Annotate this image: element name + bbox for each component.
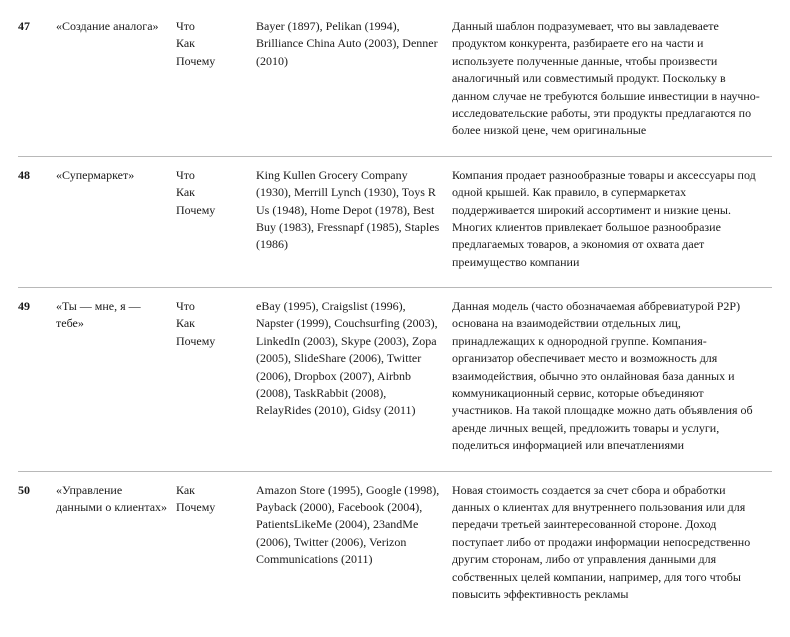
table-row: 49«Ты — мне, я — тебе»ЧтоКакПочемуeBay (… [18,288,772,472]
dimension-label: Почему [176,202,248,219]
description-cell: Данный шаблон подразумевает, что вы завл… [452,8,772,156]
row-number: 49 [18,288,56,472]
pattern-name: «Ты — мне, я — тебе» [56,288,176,472]
dimension-label: Почему [176,53,248,70]
dimensions-cell: ЧтоКакПочему [176,288,256,472]
dimension-label: Что [176,167,248,184]
dimension-label: Как [176,35,248,52]
row-number: 50 [18,471,56,619]
patterns-table: 47«Создание аналога»ЧтоКакПочемуBayer (1… [18,8,772,619]
dimension-label: Что [176,18,248,35]
pattern-name: «Супермаркет» [56,156,176,287]
row-number: 47 [18,8,56,156]
dimension-label: Что [176,298,248,315]
dimension-label: Как [176,315,248,332]
examples-cell: Amazon Store (1995), Google (1998), Payb… [256,471,452,619]
examples-cell: eBay (1995), Craigslist (1996), Napster … [256,288,452,472]
description-cell: Данная модель (часто обозначаемая аббрев… [452,288,772,472]
dimensions-cell: ЧтоКакПочему [176,8,256,156]
description-cell: Компания продает разнообразные товары и … [452,156,772,287]
table-row: 48«Супермаркет»ЧтоКакПочемуKing Kullen G… [18,156,772,287]
dimension-label: Как [176,482,248,499]
dimension-label: Почему [176,333,248,350]
pattern-name: «Управление данными о клиентах» [56,471,176,619]
table-row: 50«Управление данными о клиентах»КакПоче… [18,471,772,619]
page: 47«Создание аналога»ЧтоКакПочемуBayer (1… [0,0,790,637]
dimensions-cell: КакПочему [176,471,256,619]
examples-cell: Bayer (1897), Pelikan (1994), Brilliance… [256,8,452,156]
table-row: 47«Создание аналога»ЧтоКакПочемуBayer (1… [18,8,772,156]
examples-cell: King Kullen Grocery Company (1930), Merr… [256,156,452,287]
dimension-label: Как [176,184,248,201]
description-cell: Новая стоимость создается за счет сбора … [452,471,772,619]
dimensions-cell: ЧтоКакПочему [176,156,256,287]
row-number: 48 [18,156,56,287]
pattern-name: «Создание аналога» [56,8,176,156]
dimension-label: Почему [176,499,248,516]
